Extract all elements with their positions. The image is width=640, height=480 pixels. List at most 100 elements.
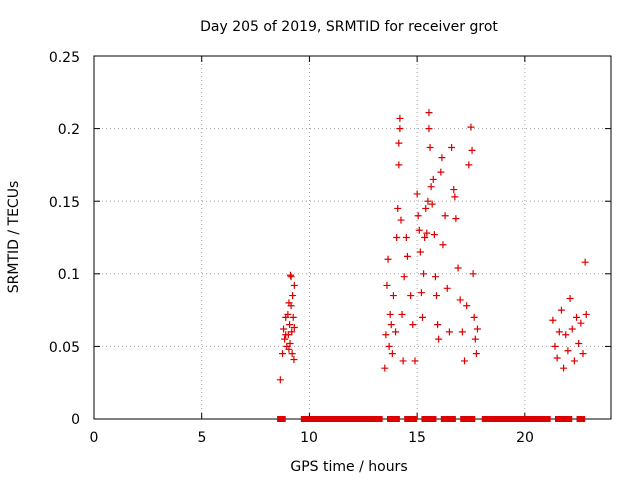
data-point bbox=[582, 310, 590, 318]
data-point bbox=[413, 190, 421, 198]
data-point bbox=[396, 114, 404, 122]
data-point bbox=[285, 345, 293, 353]
data-point bbox=[407, 292, 415, 300]
zero-run-mark bbox=[440, 416, 456, 422]
data-point bbox=[388, 350, 396, 358]
data-point bbox=[278, 350, 286, 358]
data-point bbox=[395, 139, 403, 147]
data-point bbox=[289, 292, 297, 300]
data-point bbox=[575, 339, 583, 347]
zero-value-markers bbox=[277, 416, 586, 422]
data-point bbox=[458, 328, 466, 336]
data-point bbox=[382, 331, 390, 339]
data-point bbox=[438, 154, 446, 162]
data-point bbox=[287, 273, 295, 281]
data-point bbox=[443, 284, 451, 292]
data-point bbox=[414, 212, 422, 220]
y-axis: 0 0.05 0.1 0.15 0.2 0.25 bbox=[49, 50, 80, 428]
data-point bbox=[560, 364, 568, 372]
data-point bbox=[424, 197, 432, 205]
x-axis-title: GPS time / hours bbox=[290, 459, 407, 475]
data-point bbox=[427, 183, 435, 191]
data-point bbox=[426, 143, 434, 151]
zero-run-mark bbox=[277, 416, 286, 422]
data-point bbox=[276, 376, 284, 384]
x-tick-label: 10 bbox=[300, 430, 318, 446]
data-point bbox=[452, 215, 460, 223]
data-point bbox=[423, 229, 431, 237]
data-point bbox=[387, 321, 395, 329]
data-point bbox=[425, 125, 433, 133]
zero-run-mark bbox=[386, 416, 400, 422]
data-point bbox=[471, 335, 479, 343]
data-point bbox=[290, 281, 298, 289]
data-point bbox=[467, 123, 475, 131]
zero-run-mark bbox=[300, 416, 383, 422]
data-point bbox=[381, 364, 389, 372]
data-point bbox=[441, 212, 449, 220]
data-point bbox=[289, 313, 297, 321]
data-point bbox=[395, 161, 403, 169]
data-point bbox=[290, 355, 298, 363]
data-point bbox=[411, 357, 419, 365]
y-tick-label: 0.15 bbox=[49, 195, 80, 211]
data-point bbox=[439, 241, 447, 249]
data-point bbox=[437, 168, 445, 176]
zero-run-mark bbox=[460, 416, 476, 422]
data-point bbox=[473, 325, 481, 333]
data-point bbox=[288, 328, 296, 336]
data-point bbox=[450, 186, 458, 194]
zero-run-mark bbox=[576, 416, 586, 422]
data-point bbox=[472, 350, 480, 358]
gridlines bbox=[93, 55, 611, 420]
zero-run-mark bbox=[404, 416, 418, 422]
data-point bbox=[383, 281, 391, 289]
data-point bbox=[409, 321, 417, 329]
data-point bbox=[456, 296, 464, 304]
data-point bbox=[403, 252, 411, 260]
data-point bbox=[430, 231, 438, 239]
x-tick-label: 5 bbox=[198, 430, 207, 446]
data-point bbox=[579, 350, 587, 358]
x-tick-label: 15 bbox=[408, 430, 426, 446]
data-point bbox=[286, 271, 294, 279]
data-point bbox=[435, 335, 443, 343]
data-point bbox=[288, 350, 296, 358]
data-point bbox=[386, 310, 394, 318]
data-point bbox=[581, 258, 589, 266]
data-point bbox=[416, 248, 424, 256]
data-point bbox=[286, 321, 294, 329]
data-point bbox=[434, 321, 442, 329]
data-point bbox=[422, 204, 430, 212]
data-point bbox=[385, 342, 393, 350]
data-point bbox=[448, 143, 456, 151]
plot-frame bbox=[93, 55, 612, 420]
data-point bbox=[394, 204, 402, 212]
data-point bbox=[402, 234, 410, 241]
data-point bbox=[396, 125, 404, 133]
y-tick-label: 0.1 bbox=[58, 267, 80, 283]
data-points bbox=[276, 109, 590, 384]
data-point bbox=[287, 302, 295, 310]
data-point bbox=[461, 357, 469, 365]
data-point bbox=[431, 273, 439, 281]
data-point bbox=[557, 306, 565, 314]
y-tick-label: 0 bbox=[71, 412, 80, 428]
x-tick-label: 0 bbox=[90, 430, 99, 446]
zero-run-mark bbox=[421, 416, 437, 422]
data-point bbox=[290, 324, 298, 332]
data-point bbox=[393, 234, 401, 241]
data-point bbox=[470, 313, 478, 321]
data-point bbox=[398, 310, 406, 318]
data-point bbox=[553, 354, 561, 362]
data-point bbox=[551, 342, 559, 350]
x-axis: 0 5 10 15 20 bbox=[90, 430, 534, 446]
data-point bbox=[454, 264, 462, 272]
data-point bbox=[564, 347, 572, 355]
y-tick-label: 0.25 bbox=[49, 50, 80, 66]
data-point bbox=[415, 226, 423, 234]
data-point bbox=[469, 270, 477, 278]
data-point bbox=[419, 313, 427, 321]
data-point bbox=[400, 273, 408, 281]
